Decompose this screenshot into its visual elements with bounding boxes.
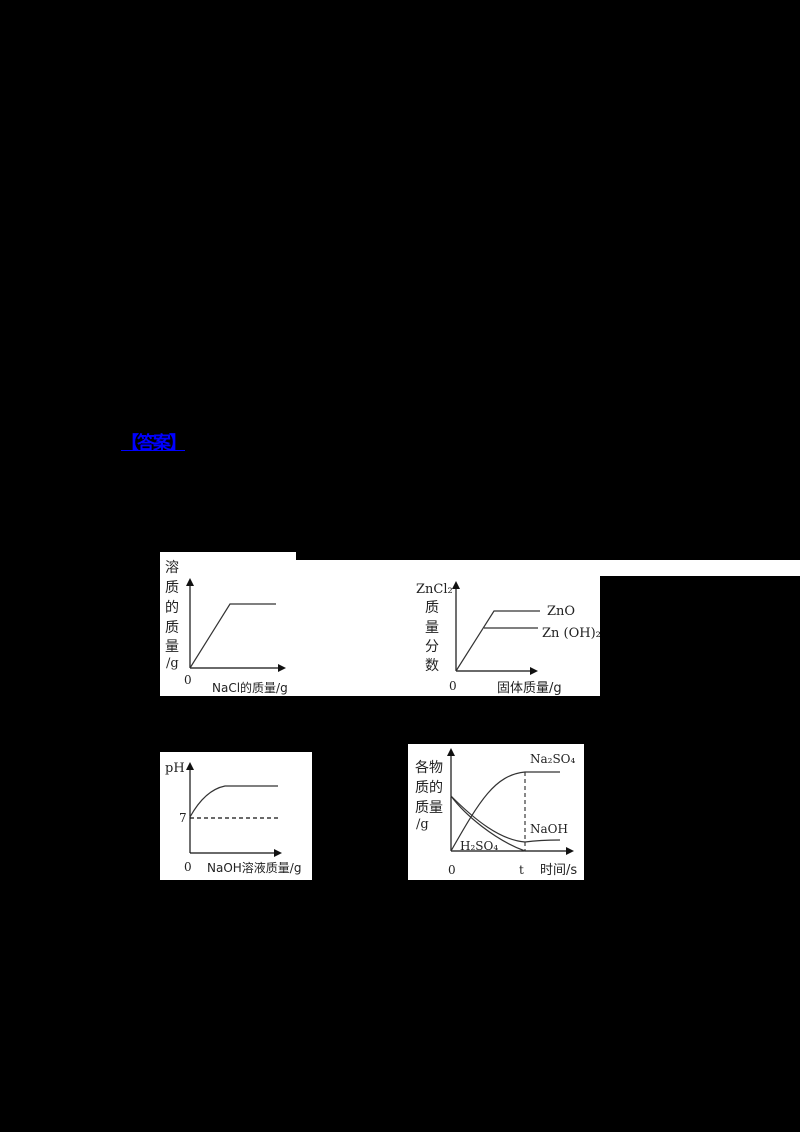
chart-d-ylabel-1: 各物 [415, 760, 443, 776]
chart-b-ylabel-3: 分 [425, 639, 439, 655]
chart-d-na2so4-label: Na₂SO₄ [530, 752, 576, 766]
chart-b-ylabel-4: 数 [425, 658, 439, 674]
chart-c-ph-curve [189, 785, 278, 818]
chart-b-xlabel: 固体质量/g [497, 681, 562, 696]
chart-d-h2so4-curve [450, 795, 526, 852]
chart-d: 各物 质的 质量 /g 0 t 时间/s Na₂SO₄ NaOH H₂SO₄ [415, 748, 577, 878]
chart-a-ylabel-5: 量 [165, 639, 179, 655]
chart-a-ylabel-unit: /g [166, 656, 179, 671]
chart-d-h2so4-label: H₂SO₄ [460, 839, 498, 853]
chart-a-ylabel-2: 质 [165, 580, 179, 596]
chart-a-xlabel: NaCl的质量/g [212, 680, 288, 695]
chart-a-line [189, 603, 276, 669]
figure-c-background [160, 752, 312, 880]
chart-c: pH 7 0 NaOH溶液质量/g [165, 761, 301, 875]
chart-a-ylabel-1: 溶 [165, 560, 179, 576]
chart-d-t-tick: t [519, 863, 524, 877]
chart-a: 溶 质 的 质 量 /g 0 NaCl的质量/g [165, 560, 288, 695]
chart-a-ylabel-3: 的 [165, 600, 179, 616]
chart-c-ylabel: pH [165, 761, 185, 776]
chart-d-ylabel-2: 质的 [415, 780, 443, 796]
chart-d-origin: 0 [448, 863, 456, 877]
answer-label[interactable]: 【答案】 [121, 433, 187, 454]
chart-b-ylabel-top: ZnCl₂ [416, 582, 453, 597]
chart-d-naoh-curve [450, 795, 561, 843]
chart-c-origin: 0 [184, 860, 192, 874]
chart-b-zno-label: ZnO [547, 604, 575, 619]
figure-d-background [408, 744, 584, 880]
chart-b-ylabel-1: 质 [425, 600, 439, 616]
chart-d-ylabel-unit: /g [416, 817, 429, 832]
chart-a-origin: 0 [184, 673, 192, 687]
figure-row-1-background [160, 552, 296, 696]
chart-d-naoh-label: NaOH [530, 822, 568, 836]
chart-b-origin: 0 [449, 679, 457, 693]
chart-b-zno-line [455, 610, 540, 672]
chart-b-znoh2-label: Zn (OH)₂ [542, 626, 601, 641]
figure-row-1-mid [296, 560, 600, 696]
chart-b: ZnCl₂ 质 量 分 数 0 固体质量/g ZnO Zn (OH)₂ [416, 581, 601, 696]
chart-d-na2so4-curve [450, 771, 560, 852]
chart-a-ylabel-4: 质 [165, 620, 179, 636]
chart-c-ph7-tick: 7 [179, 811, 187, 825]
chart-c-xlabel: NaOH溶液质量/g [207, 860, 301, 875]
chart-d-ylabel-3: 质量 [415, 800, 443, 816]
chart-b-ylabel-2: 量 [425, 620, 439, 636]
chart-d-xlabel: 时间/s [540, 863, 577, 878]
